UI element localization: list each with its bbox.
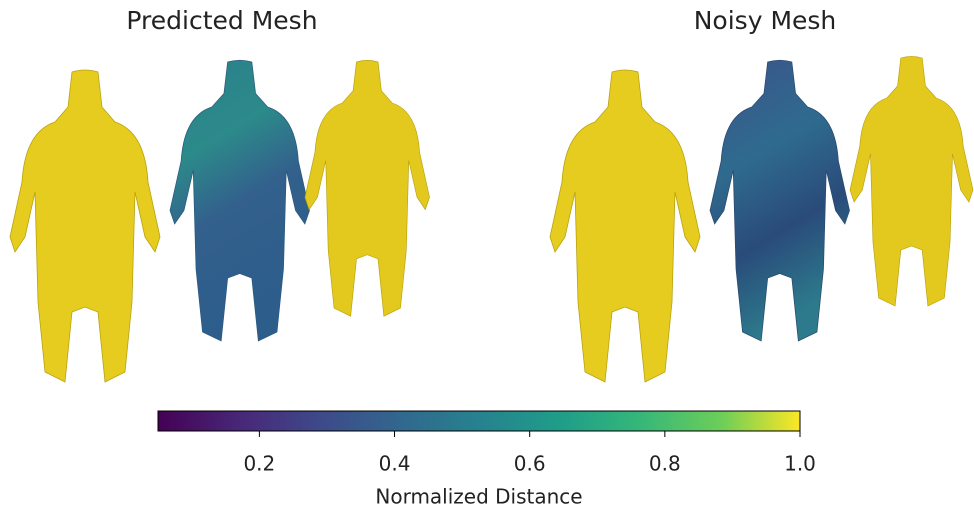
tick-label: 0.6 xyxy=(514,452,546,476)
page: Predicted Mesh Noisy Mesh Normalized Dis… xyxy=(0,0,974,511)
mesh xyxy=(10,70,160,382)
tick-label: 1.0 xyxy=(784,452,816,476)
mesh xyxy=(850,56,973,306)
mesh xyxy=(550,70,700,382)
tick-label: 0.4 xyxy=(379,452,411,476)
mesh xyxy=(710,60,850,341)
panel-title: Predicted Mesh xyxy=(126,6,317,35)
panel-title: Noisy Mesh xyxy=(694,6,837,35)
colorbar xyxy=(158,411,800,431)
mesh xyxy=(170,60,310,341)
mesh xyxy=(305,60,430,316)
figure: Predicted Mesh Noisy Mesh Normalized Dis… xyxy=(0,0,974,511)
tick-label: 0.2 xyxy=(243,452,275,476)
meshes xyxy=(10,56,973,382)
colorbar-label: Normalized Distance xyxy=(375,485,582,509)
tick-label: 0.8 xyxy=(649,452,681,476)
